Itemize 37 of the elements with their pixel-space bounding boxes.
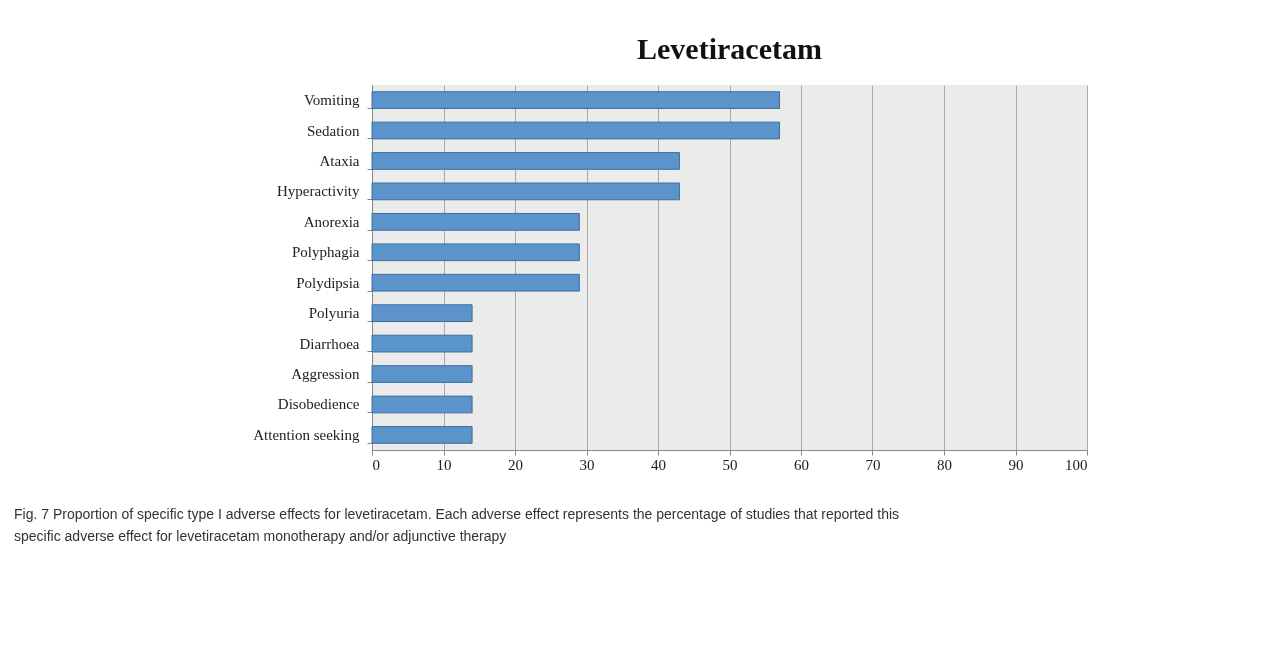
chart-title: Levetiracetam bbox=[637, 32, 822, 65]
bar bbox=[371, 304, 473, 323]
bar bbox=[371, 365, 473, 383]
bar bbox=[371, 212, 580, 231]
y-tick-label: Polydipsia bbox=[296, 274, 360, 291]
y-tick-label: Attention seeking bbox=[253, 426, 360, 443]
bar bbox=[371, 152, 680, 170]
y-tick-label: Polyphagia bbox=[292, 244, 360, 261]
x-tick-label: 100 bbox=[1065, 456, 1088, 473]
x-tick-label: 70 bbox=[865, 456, 881, 473]
x-tick-label: 20 bbox=[508, 456, 523, 473]
y-tick-label: Aggression bbox=[291, 366, 360, 383]
y-tick-label: Vomiting bbox=[303, 92, 360, 109]
x-tick-label: 50 bbox=[722, 456, 738, 473]
bar bbox=[371, 182, 680, 201]
x-tick-label: 80 bbox=[937, 456, 952, 473]
y-tick-label: Polyuria bbox=[308, 305, 360, 322]
bar bbox=[371, 273, 580, 292]
x-tick-label: 60 bbox=[794, 456, 809, 473]
x-tick-label: 0 bbox=[372, 456, 380, 473]
x-tick-label: 40 bbox=[651, 456, 666, 473]
bar bbox=[371, 91, 781, 109]
bar bbox=[371, 243, 580, 262]
bar bbox=[371, 426, 473, 444]
x-tick-label: 90 bbox=[1008, 456, 1024, 473]
y-tick-label: Ataxia bbox=[319, 152, 360, 169]
x-tick-label: 10 bbox=[436, 456, 452, 473]
y-tick-label: Disobedience bbox=[277, 396, 360, 413]
x-tick-label: 30 bbox=[579, 456, 595, 473]
caption: Fig. 7 Proportion of specific type I adverse effects for levetiracetam. Each adverse effect represents the percentage of studies that reported this specific adverse effect for levetiracetam monotherapy and/or adjunctive therapy bbox=[14, 506, 900, 544]
y-tick-label: Hyperactivity bbox=[277, 183, 360, 200]
bar bbox=[371, 121, 781, 140]
y-tick-label: Diarrhoea bbox=[299, 335, 360, 352]
y-tick-label: Anorexia bbox=[303, 213, 360, 230]
bar bbox=[371, 334, 473, 353]
bar bbox=[371, 395, 473, 414]
y-tick-label: Sedation bbox=[307, 122, 360, 139]
